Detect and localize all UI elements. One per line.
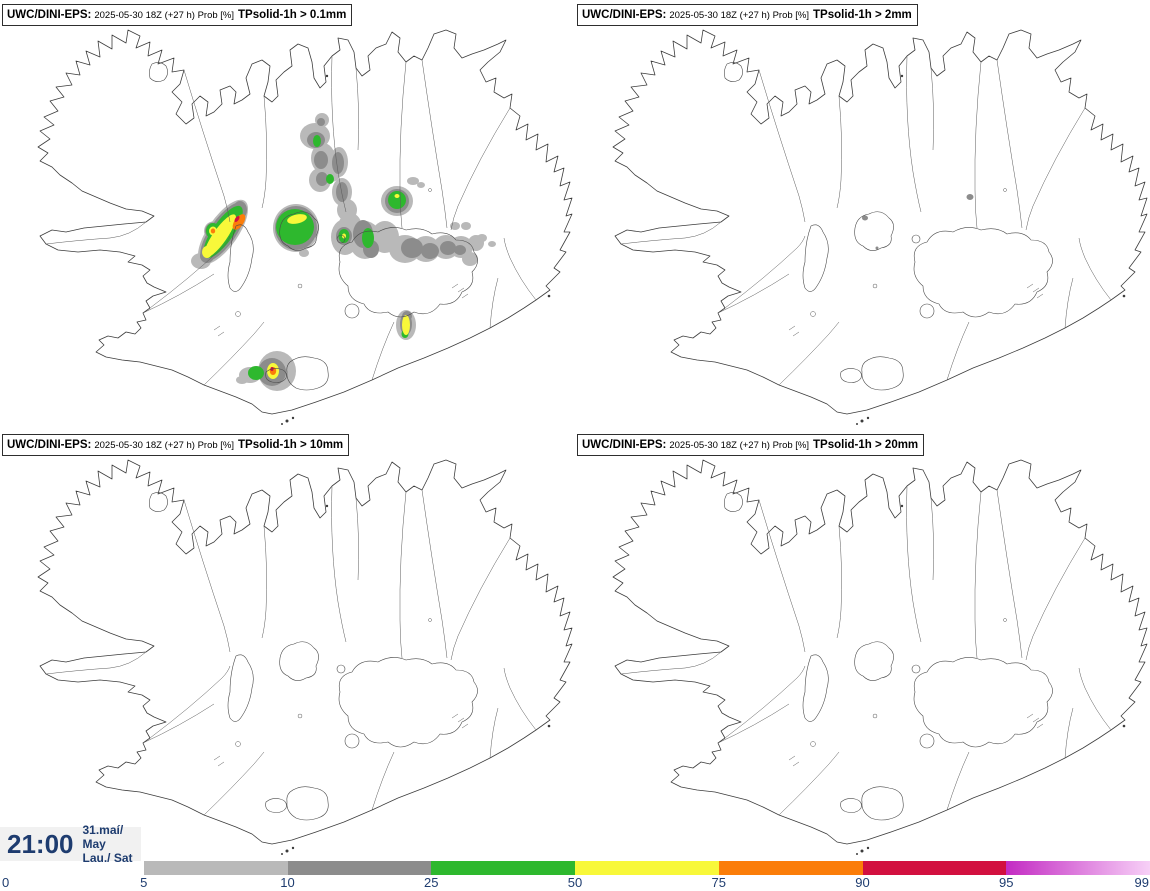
prob-region-p5 bbox=[236, 376, 248, 384]
panel-title: UWC/DINI-EPS: 2025-05-30 18Z (+27 h) Prob… bbox=[577, 434, 925, 456]
prob-region-p5 bbox=[462, 252, 478, 266]
prob-region-p10 bbox=[316, 172, 328, 186]
prob-region-p5 bbox=[450, 222, 460, 230]
panel-prob-gt-10mm: UWC/DINI-EPS: 2025-05-30 18Z (+27 h) Prob… bbox=[0, 430, 575, 860]
prob-region-p25 bbox=[326, 174, 334, 184]
prob-region-p5 bbox=[407, 177, 419, 185]
colorbar-segment-95-99 bbox=[1006, 861, 1150, 875]
prob-region-p10 bbox=[421, 243, 439, 259]
colorbar-segment-75-90 bbox=[718, 861, 863, 875]
prob-region-p50 bbox=[202, 246, 212, 258]
prob-region-p50 bbox=[394, 194, 400, 198]
prob-region-p10 bbox=[440, 241, 456, 255]
run-info: 2025-05-30 18Z (+27 h) Prob [%] bbox=[669, 440, 810, 451]
colorbar-tick: 25 bbox=[424, 875, 439, 890]
panel-prob-gt-0.1mm: UWC/DINI-EPS: 2025-05-30 18Z (+27 h) Prob… bbox=[0, 0, 575, 430]
model-name: UWC/DINI-EPS: bbox=[582, 9, 667, 21]
colorbar-segment-90-95 bbox=[862, 861, 1007, 875]
prob-region-p10 bbox=[862, 215, 868, 221]
colorbar-segment-5-10 bbox=[143, 861, 288, 875]
valid-date: 31.maí/ May Lau./ Sat bbox=[83, 823, 142, 865]
prob-region-p90 bbox=[234, 215, 240, 223]
colorbar-tick: 0 bbox=[2, 875, 10, 890]
prob-region-p25 bbox=[362, 228, 374, 248]
footer: 21:00 31.maí/ May Lau./ Sat 0 5 10 25 50 75 90… bbox=[0, 823, 1150, 891]
run-info: 2025-05-30 18Z (+27 h) Prob [%] bbox=[669, 10, 810, 21]
prob-region-p75 bbox=[210, 228, 216, 234]
precip-probability-overlay bbox=[862, 194, 974, 250]
panel-title: UWC/DINI-EPS: 2025-05-30 18Z (+27 h) Prob… bbox=[2, 4, 353, 26]
iceland-map bbox=[612, 13, 1148, 426]
colorbar-tick: 90 bbox=[855, 875, 870, 890]
prob-region-p10 bbox=[966, 194, 974, 200]
parameter-name: TPsolid-1h > 10mm bbox=[238, 439, 344, 451]
model-name: UWC/DINI-EPS: bbox=[582, 439, 667, 451]
iceland-map bbox=[37, 443, 573, 856]
prob-region-p25 bbox=[313, 135, 321, 147]
colorbar-segment-10-25 bbox=[287, 861, 432, 875]
prob-region-p25 bbox=[276, 209, 314, 245]
run-info: 2025-05-30 18Z (+27 h) Prob [%] bbox=[94, 10, 235, 21]
prob-region-p5 bbox=[477, 234, 487, 242]
panel-title: UWC/DINI-EPS: 2025-05-30 18Z (+27 h) Prob… bbox=[2, 434, 350, 456]
prob-region-p50 bbox=[402, 315, 410, 335]
probability-colorbar bbox=[0, 861, 1150, 875]
prob-region-p50 bbox=[204, 214, 236, 258]
prob-region-p5 bbox=[417, 182, 425, 188]
colorbar-tick: 75 bbox=[711, 875, 726, 890]
colorbar-tick: 95 bbox=[999, 875, 1014, 890]
prob-region-p25 bbox=[248, 366, 264, 380]
prob-region-p10 bbox=[314, 151, 328, 169]
run-info: 2025-05-30 18Z (+27 h) Prob [%] bbox=[94, 440, 235, 451]
iceland-map bbox=[37, 13, 573, 426]
prob-region-p10 bbox=[317, 118, 325, 126]
colorbar-tick: 50 bbox=[567, 875, 583, 890]
valid-date-line2: Lau./ Sat bbox=[82, 851, 133, 865]
valid-time-block: 21:00 31.maí/ May Lau./ Sat bbox=[0, 823, 141, 865]
parameter-name: TPsolid-1h > 0.1mm bbox=[238, 9, 347, 21]
panel-prob-gt-20mm: UWC/DINI-EPS: 2025-05-30 18Z (+27 h) Prob… bbox=[575, 430, 1150, 860]
colorbar-segment-50-75 bbox=[575, 861, 719, 875]
colorbar-tick: 5 bbox=[140, 875, 148, 890]
model-name: UWC/DINI-EPS: bbox=[7, 439, 92, 451]
prob-region-p10 bbox=[454, 245, 466, 255]
valid-date-line1: 31.maí/ May bbox=[82, 823, 124, 851]
valid-time: 21:00 bbox=[7, 828, 74, 859]
prob-region-p10 bbox=[875, 246, 879, 250]
prob-region-p50 bbox=[287, 214, 307, 224]
prob-region-p25 bbox=[388, 191, 406, 209]
colorbar-segment-0-5 bbox=[0, 861, 144, 875]
parameter-name: TPsolid-1h > 2mm bbox=[813, 9, 912, 21]
model-name: UWC/DINI-EPS: bbox=[7, 9, 92, 21]
panel-prob-gt-2mm: UWC/DINI-EPS: 2025-05-30 18Z (+27 h) Prob… bbox=[575, 0, 1150, 430]
parameter-name: TPsolid-1h > 20mm bbox=[813, 439, 919, 451]
precip-probability-overlay bbox=[191, 113, 496, 391]
colorbar-tick-labels: 0 5 10 25 50 75 90 95 99 bbox=[0, 876, 1150, 891]
prob-region-p10 bbox=[332, 152, 344, 174]
prob-region-p5 bbox=[488, 241, 496, 247]
colorbar-tick: 10 bbox=[280, 875, 295, 890]
colorbar-segment-25-50 bbox=[431, 861, 575, 875]
prob-region-p10 bbox=[401, 238, 423, 258]
prob-region-p5 bbox=[461, 222, 471, 230]
prob-region-p10 bbox=[336, 182, 348, 202]
colorbar-tick: 99 bbox=[1134, 875, 1149, 890]
panel-title: UWC/DINI-EPS: 2025-05-30 18Z (+27 h) Prob… bbox=[577, 4, 918, 26]
iceland-map bbox=[612, 443, 1148, 856]
